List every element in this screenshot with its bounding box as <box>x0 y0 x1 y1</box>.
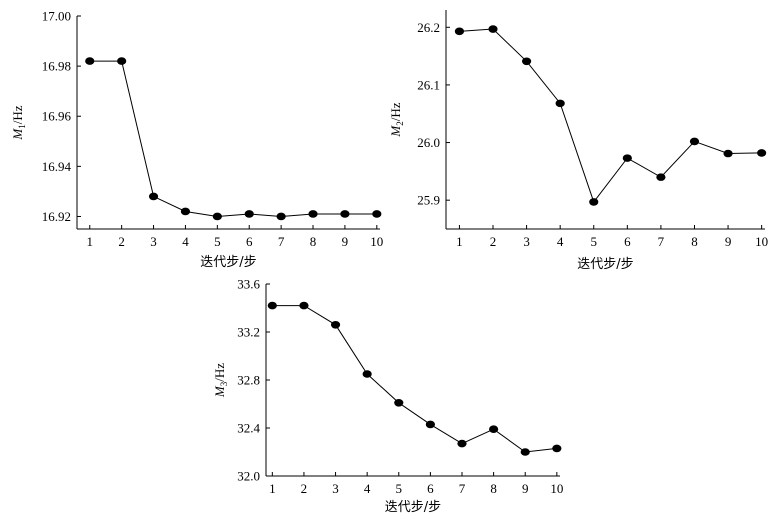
x-tick-label: 3 <box>332 481 339 496</box>
data-point <box>489 425 499 434</box>
y-axis-title: M1/Hz <box>10 105 27 140</box>
x-tick-label: 8 <box>691 234 698 249</box>
y-tick-label: 32.8 <box>237 373 260 388</box>
data-point <box>689 137 700 146</box>
x-tick-label: 4 <box>182 234 189 249</box>
y-tick-label: 32.4 <box>237 421 260 436</box>
series-line <box>459 28 762 203</box>
data-point <box>267 301 277 310</box>
x-axis-title: 迭代步/步 <box>200 255 256 270</box>
data-point <box>457 439 467 448</box>
data-point <box>622 154 632 162</box>
data-point <box>555 99 565 108</box>
x-tick-label: 2 <box>118 234 125 249</box>
x-tick-label: 2 <box>301 481 308 496</box>
data-point <box>454 27 465 36</box>
x-tick-label: 1 <box>87 234 94 249</box>
x-tick-label: 8 <box>490 481 497 496</box>
x-tick-label: 10 <box>370 234 383 249</box>
data-point <box>372 210 382 218</box>
data-point <box>394 399 404 407</box>
x-tick-label: 5 <box>214 234 221 249</box>
y-tick-label: 33.2 <box>237 325 260 340</box>
x-tick-label: 3 <box>523 234 530 249</box>
series-line <box>89 60 377 217</box>
x-tick-label: 1 <box>456 234 463 249</box>
data-point <box>340 210 350 218</box>
x-tick-label: 7 <box>658 234 665 249</box>
x-tick-label: 8 <box>310 234 317 249</box>
x-tick-label: 5 <box>590 234 597 249</box>
data-point <box>589 198 599 206</box>
data-point <box>425 420 435 429</box>
data-point <box>276 212 286 221</box>
data-point <box>520 448 530 456</box>
y-tick-label: 16.92 <box>42 209 71 224</box>
x-tick-label: 9 <box>342 234 349 249</box>
chart-3: 1 2 3 4 5 6 7 8 9 10 32.0 32.4 32.8 33.2 33.6 迭代步/步 M3/H… <box>212 277 563 516</box>
chart-2: 1 2 3 4 5 6 7 8 9 10 25.9 26.0 26.1 26.2 迭代步/步 M2/Hz <box>388 10 768 272</box>
x-tick-label: 9 <box>725 234 732 249</box>
x-tick-label: 7 <box>278 234 285 249</box>
data-point <box>656 173 666 181</box>
data-point <box>117 57 127 65</box>
x-tick-label: 7 <box>459 481 466 496</box>
y-tick-label: 26.0 <box>417 135 440 150</box>
x-tick-label: 6 <box>246 234 253 249</box>
x-tick-label: 10 <box>755 234 768 249</box>
data-point <box>362 370 372 378</box>
data-point <box>723 149 733 158</box>
data-point <box>299 301 309 310</box>
x-axis-title: 迭代步/步 <box>577 257 633 272</box>
data-point <box>552 444 562 453</box>
data-point <box>330 321 341 329</box>
x-tick-label: 4 <box>557 234 564 249</box>
x-tick-label: 6 <box>427 481 434 496</box>
y-axis-title: M2/Hz <box>388 102 405 137</box>
chart-1: 1 2 3 4 5 6 7 8 9 10 16.92 16.94 16.96 16.98 17.00 迭代步/… <box>10 9 383 271</box>
y-tick-label: 16.94 <box>42 159 72 174</box>
y-tick-label: 26.1 <box>417 77 440 92</box>
data-point <box>757 149 767 157</box>
y-tick-label: 33.6 <box>237 277 260 292</box>
data-point <box>521 57 532 66</box>
x-tick-label: 2 <box>490 234 497 249</box>
y-tick-label: 17.00 <box>42 9 71 24</box>
x-tick-label: 3 <box>150 234 157 249</box>
data-point <box>212 212 222 221</box>
data-point <box>85 57 95 65</box>
x-tick-label: 10 <box>550 481 563 496</box>
data-point <box>148 192 159 201</box>
x-tick-label: 4 <box>364 481 371 496</box>
y-tick-label: 32.0 <box>237 469 260 484</box>
x-tick-label: 1 <box>269 481 276 496</box>
y-tick-label: 16.98 <box>42 59 71 74</box>
y-axis-title: M3/Hz <box>212 363 229 398</box>
x-tick-label: 6 <box>624 234 631 249</box>
y-tick-label: 16.96 <box>42 109 72 124</box>
x-axis-title: 迭代步/步 <box>385 500 441 515</box>
x-tick-label: 5 <box>396 481 403 496</box>
data-point <box>488 25 498 33</box>
series-line <box>272 305 557 453</box>
data-point <box>308 210 318 218</box>
data-point <box>180 207 191 216</box>
y-tick-label: 26.2 <box>417 20 440 35</box>
data-point <box>244 210 254 218</box>
x-tick-label: 9 <box>522 481 529 496</box>
y-tick-label: 25.9 <box>417 193 440 208</box>
